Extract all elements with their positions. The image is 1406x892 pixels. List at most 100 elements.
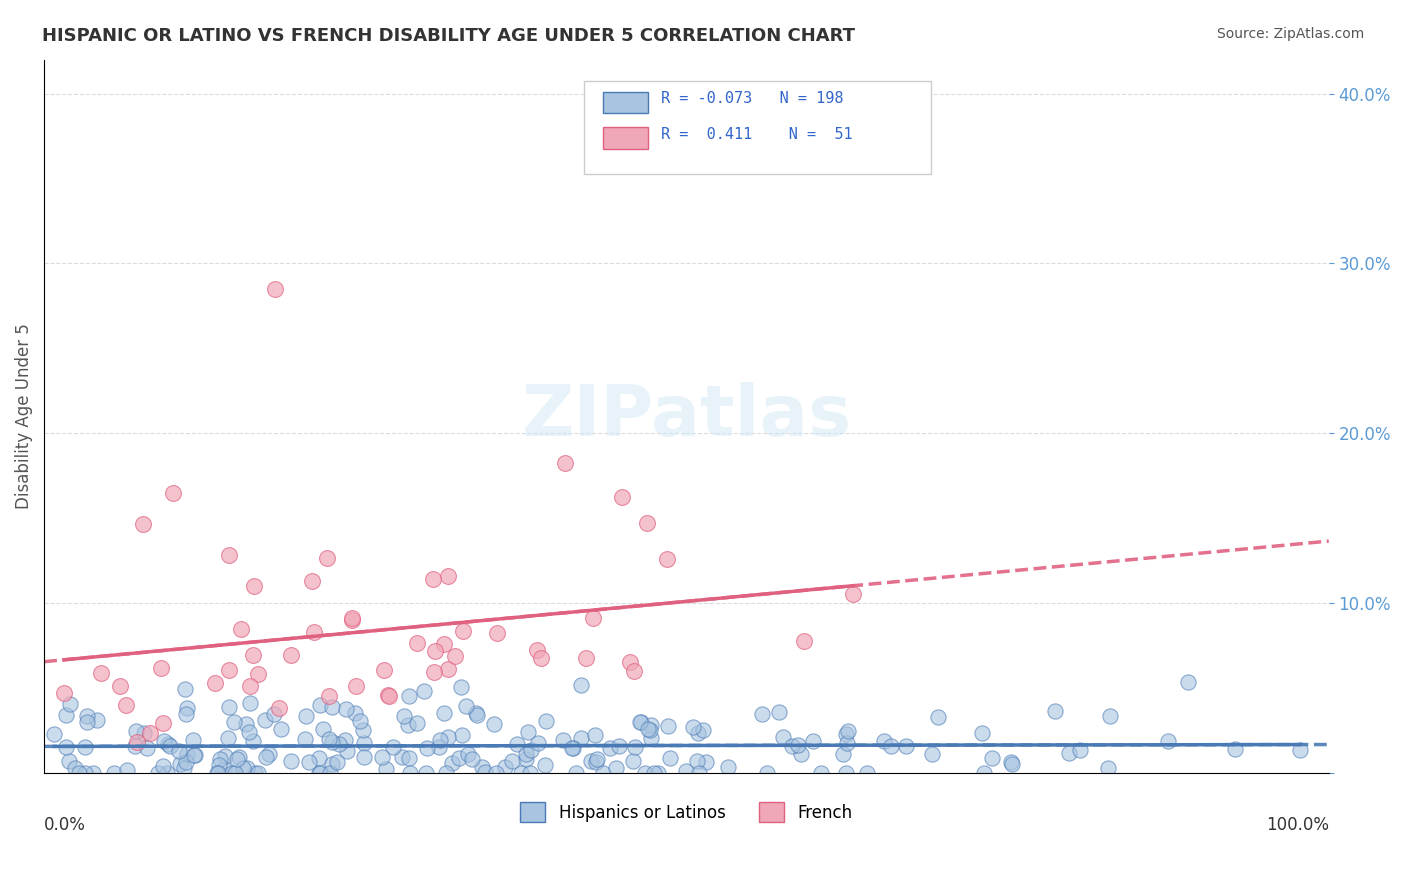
Point xyxy=(115,763,138,777)
Point xyxy=(416,741,439,756)
Point xyxy=(636,516,658,530)
Point xyxy=(482,716,505,731)
Point xyxy=(218,663,240,677)
Point xyxy=(520,743,543,757)
Point xyxy=(309,766,332,780)
Point xyxy=(457,747,479,761)
Point xyxy=(695,755,717,769)
Point xyxy=(214,749,236,764)
Point xyxy=(308,766,330,780)
Point xyxy=(308,751,330,765)
Point xyxy=(619,655,641,669)
Point xyxy=(1069,743,1091,757)
Point xyxy=(295,709,318,723)
Point xyxy=(124,739,146,753)
Point xyxy=(406,635,429,649)
Point xyxy=(176,747,198,762)
Point xyxy=(465,708,488,723)
Point xyxy=(162,486,184,500)
Point xyxy=(371,750,394,764)
Point xyxy=(176,707,198,722)
Point xyxy=(153,733,176,747)
Point xyxy=(152,716,174,731)
Point xyxy=(253,713,276,727)
Point xyxy=(55,740,77,755)
Point xyxy=(561,741,583,756)
Point xyxy=(624,739,647,754)
Point xyxy=(581,755,603,769)
Point xyxy=(226,752,249,766)
Point xyxy=(321,734,343,748)
Point xyxy=(318,689,340,703)
Point xyxy=(682,720,704,734)
Point xyxy=(638,723,661,738)
Point xyxy=(1099,708,1122,723)
Point xyxy=(780,739,803,753)
Point xyxy=(344,679,367,693)
Point xyxy=(412,684,434,698)
Point xyxy=(509,766,531,780)
Point xyxy=(607,739,630,753)
Point xyxy=(451,728,474,742)
Point xyxy=(321,700,343,714)
Point xyxy=(318,732,340,747)
Point xyxy=(605,761,627,775)
Point xyxy=(582,611,605,625)
Point xyxy=(1057,746,1080,760)
Point xyxy=(768,706,790,720)
Point xyxy=(586,751,609,765)
Point xyxy=(136,741,159,756)
Point xyxy=(501,754,523,768)
Point xyxy=(224,766,246,780)
Point xyxy=(254,750,277,764)
Point xyxy=(312,722,335,736)
Point xyxy=(835,726,858,740)
Point xyxy=(302,624,325,639)
Point xyxy=(259,747,281,761)
Text: 0.0%: 0.0% xyxy=(44,816,86,834)
Point xyxy=(55,708,77,723)
Point xyxy=(139,726,162,740)
Point xyxy=(174,681,197,696)
Point xyxy=(1225,741,1247,756)
Point xyxy=(353,749,375,764)
Text: ZIPatlas: ZIPatlas xyxy=(522,382,852,450)
Point xyxy=(103,766,125,780)
Point xyxy=(340,613,363,627)
Point xyxy=(443,649,465,664)
Point xyxy=(451,624,474,639)
Point xyxy=(630,714,652,729)
Point xyxy=(318,766,340,780)
Point xyxy=(519,766,541,780)
Point xyxy=(569,678,592,692)
Point xyxy=(1289,743,1312,757)
Point xyxy=(76,714,98,729)
Point xyxy=(571,731,593,745)
Point xyxy=(842,586,865,600)
Point xyxy=(461,752,484,766)
Point xyxy=(612,491,634,505)
Point xyxy=(526,643,548,657)
Point xyxy=(675,764,697,779)
Point xyxy=(232,761,254,775)
Point xyxy=(218,700,240,714)
FancyBboxPatch shape xyxy=(583,81,931,174)
Point xyxy=(515,747,537,761)
Point xyxy=(336,744,359,758)
Point xyxy=(176,701,198,715)
Point xyxy=(1045,704,1067,718)
Point xyxy=(294,732,316,747)
Point xyxy=(562,740,585,755)
Point xyxy=(506,737,529,751)
Point xyxy=(447,751,470,765)
Point xyxy=(873,734,896,748)
Point xyxy=(530,651,553,665)
Point xyxy=(1157,733,1180,747)
Point xyxy=(623,664,645,678)
Point xyxy=(621,754,644,768)
Point xyxy=(981,750,1004,764)
Point xyxy=(433,706,456,720)
Point xyxy=(343,706,366,720)
Point xyxy=(751,706,773,721)
Point xyxy=(382,740,405,755)
